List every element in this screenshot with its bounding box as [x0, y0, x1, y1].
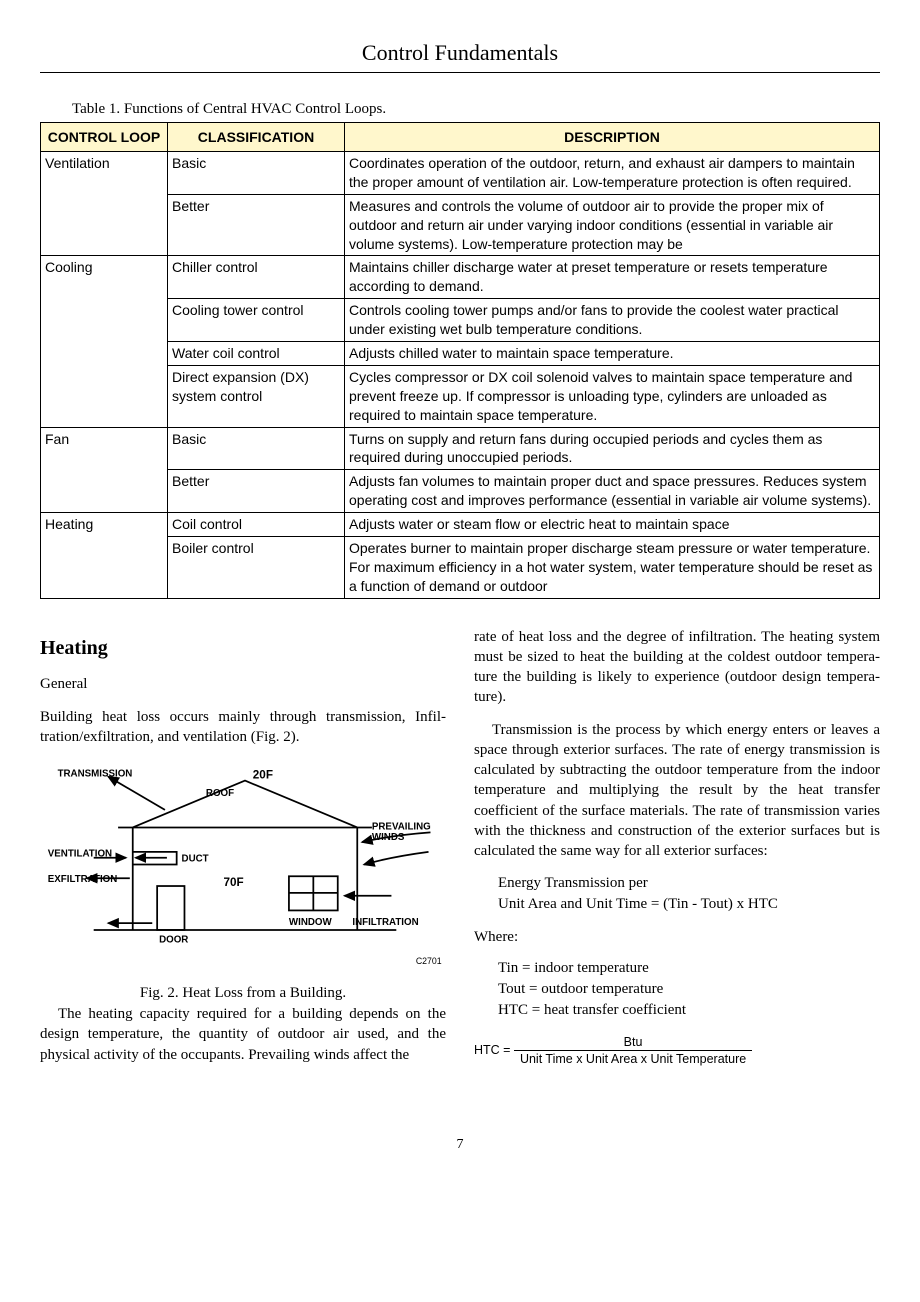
- cell-classification: Better: [168, 470, 345, 513]
- where-tout: Tout = outdoor temperature: [498, 981, 663, 997]
- table-row: HeatingCoil controlAdjusts water or stea…: [41, 513, 880, 537]
- svg-text:C2701: C2701: [416, 956, 442, 966]
- title-divider: [40, 72, 880, 73]
- figure-2-caption: Fig. 2. Heat Loss from a Building.: [40, 985, 446, 1002]
- svg-text:EXFILTRATION: EXFILTRATION: [48, 874, 118, 885]
- page-title: Control Fundamentals: [40, 40, 880, 66]
- heat-loss-diagram: TRANSMISSION ROOF 20F VENTILATION DUCT E…: [40, 759, 450, 974]
- where-label: Where:: [474, 927, 880, 947]
- table-row: CoolingChiller controlMaintains chiller …: [41, 256, 880, 299]
- cell-classification: Direct expansion (DX) system control: [168, 365, 345, 427]
- left-column: Heating General Building heat loss occur…: [40, 627, 446, 1077]
- htc-fraction: Btu Unit Time x Unit Area x Unit Tempera…: [514, 1035, 752, 1067]
- cell-control-loop: Ventilation: [41, 152, 168, 256]
- formula-line-1: Energy Transmission per: [498, 875, 648, 891]
- cell-classification: Cooling tower control: [168, 299, 345, 342]
- where-definitions: Tin = indoor temperature Tout = outdoor …: [498, 958, 880, 1021]
- cell-classification: Basic: [168, 152, 345, 195]
- heating-para-1: Building heat loss occurs mainly through…: [40, 707, 446, 748]
- cell-classification: Chiller control: [168, 256, 345, 299]
- cell-description: Measures and controls the volume of outd…: [345, 194, 880, 256]
- cell-classification: Better: [168, 194, 345, 256]
- right-para-2: Transmission is the process by which ene…: [474, 720, 880, 862]
- cell-description: Controls cooling tower pumps and/or fans…: [345, 299, 880, 342]
- table-row: FanBasicTurns on supply and return fans …: [41, 427, 880, 470]
- cell-description: Operates burner to maintain proper disch…: [345, 537, 880, 599]
- cell-classification: Boiler control: [168, 537, 345, 599]
- htc-prefix: HTC =: [474, 1043, 514, 1057]
- cell-description: Coordinates operation of the outdoor, re…: [345, 152, 880, 195]
- where-tin: Tin = indoor temperature: [498, 960, 649, 976]
- table-row: VentilationBasicCoordinates operation of…: [41, 152, 880, 195]
- th-classification: CLASSIFICATION: [168, 123, 345, 152]
- heating-subhead: General: [40, 676, 446, 693]
- svg-text:70F: 70F: [224, 876, 244, 889]
- svg-text:DUCT: DUCT: [182, 854, 209, 865]
- cell-description: Adjusts fan volumes to maintain proper d…: [345, 470, 880, 513]
- cell-classification: Basic: [168, 427, 345, 470]
- table-caption: Table 1. Functions of Central HVAC Contr…: [72, 101, 880, 118]
- htc-numerator: Btu: [514, 1035, 752, 1051]
- svg-text:20F: 20F: [253, 769, 273, 782]
- where-htc: HTC = heat transfer coefficient: [498, 1002, 686, 1018]
- svg-text:VENTILATION: VENTILATION: [48, 849, 112, 860]
- energy-transmission-formula: Energy Transmission per Unit Area and Un…: [498, 873, 880, 915]
- cell-description: Adjusts water or steam flow or electric …: [345, 513, 880, 537]
- svg-text:DOOR: DOOR: [159, 935, 188, 946]
- cell-control-loop: Fan: [41, 427, 168, 513]
- hvac-control-loops-table: CONTROL LOOP CLASSIFICATION DESCRIPTION …: [40, 122, 880, 599]
- cell-description: Turns on supply and return fans during o…: [345, 427, 880, 470]
- cell-description: Adjusts chilled water to maintain space …: [345, 342, 880, 366]
- cell-classification: Coil control: [168, 513, 345, 537]
- svg-text:ROOF: ROOF: [206, 788, 234, 799]
- cell-description: Maintains chiller discharge water at pre…: [345, 256, 880, 299]
- th-description: DESCRIPTION: [345, 123, 880, 152]
- formula-line-2: Unit Area and Unit Time = (Tin - Tout) x…: [498, 896, 778, 912]
- cell-control-loop: Cooling: [41, 256, 168, 427]
- right-para-1: rate of heat loss and the degree of infi…: [474, 627, 880, 708]
- th-control-loop: CONTROL LOOP: [41, 123, 168, 152]
- svg-text:WINDOW: WINDOW: [289, 917, 333, 928]
- page-number: 7: [40, 1137, 880, 1153]
- cell-classification: Water coil control: [168, 342, 345, 366]
- htc-denominator: Unit Time x Unit Area x Unit Temperature: [514, 1051, 752, 1066]
- figure-2: TRANSMISSION ROOF 20F VENTILATION DUCT E…: [40, 759, 446, 979]
- svg-text:TRANSMISSION: TRANSMISSION: [58, 769, 133, 780]
- right-column: rate of heat loss and the degree of infi…: [474, 627, 880, 1077]
- htc-formula: HTC = Btu Unit Time x Unit Area x Unit T…: [474, 1035, 880, 1067]
- svg-text:INFILTRATION: INFILTRATION: [352, 917, 418, 928]
- svg-text:PREVAILINGWINDS: PREVAILINGWINDS: [372, 822, 431, 844]
- heating-para-2: The heating capacity required for a buil…: [40, 1004, 446, 1065]
- cell-control-loop: Heating: [41, 513, 168, 599]
- heating-heading: Heating: [40, 637, 446, 660]
- cell-description: Cycles compressor or DX coil solenoid va…: [345, 365, 880, 427]
